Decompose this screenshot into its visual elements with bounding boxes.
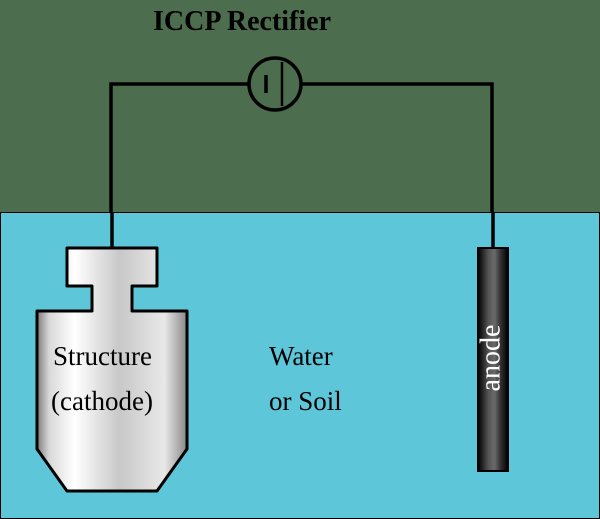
structure-label-2: (cathode) xyxy=(51,386,153,417)
medium-label-2: or Soil xyxy=(269,386,342,417)
rectifier-title: ICCP Rectifier xyxy=(153,6,331,38)
anode-label: anode xyxy=(475,325,506,392)
medium-label-1: Water xyxy=(269,341,333,372)
lower-region: anode Structure (cathode) Water or Soil xyxy=(0,212,600,519)
structure-label-1: Structure xyxy=(53,341,152,372)
upper-region: ICCP Rectifier xyxy=(0,0,600,212)
